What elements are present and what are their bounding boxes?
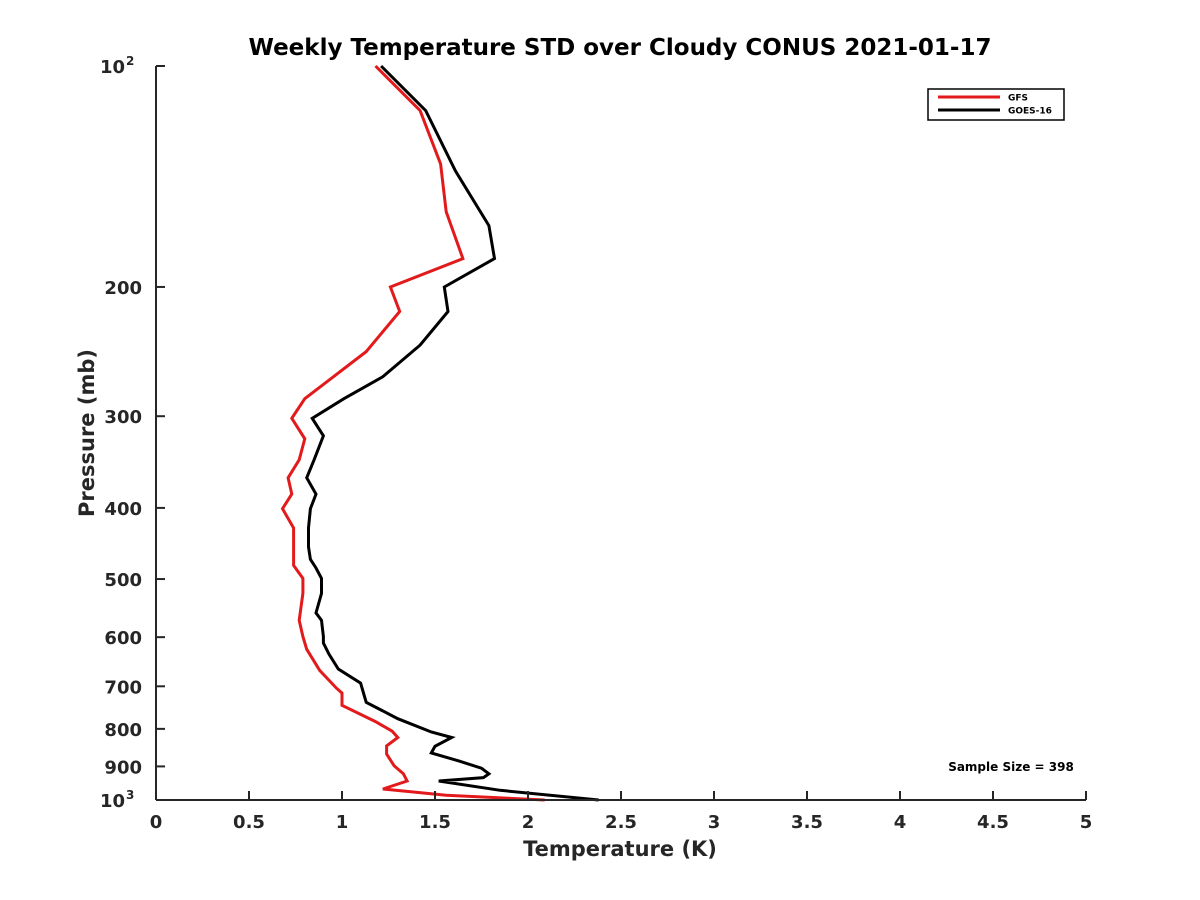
y-tick-label: 400	[104, 499, 142, 520]
x-tick-label: 2	[522, 812, 535, 833]
legend-label-gfs: GFS	[1008, 94, 1028, 104]
x-tick-label: 3.5	[791, 812, 823, 833]
x-tick-label: 3	[708, 812, 721, 833]
x-tick-label: 4	[894, 812, 907, 833]
series-line-gfs	[280, 64, 545, 802]
x-tick-label: 0.5	[233, 812, 265, 833]
y-axis-label: Pressure (mb)	[75, 349, 99, 517]
data-lines	[280, 64, 599, 802]
x-tick-label: 0	[150, 812, 163, 833]
legend-label-goes16: GOES-16	[1008, 107, 1052, 117]
y-tick-label: 200	[104, 278, 142, 299]
y-tick-label: 900	[104, 757, 142, 778]
x-tick-label: 1.5	[419, 812, 451, 833]
x-tick-label: 4.5	[977, 812, 1009, 833]
y-tick-exponent: 2	[126, 54, 134, 68]
y-tick-label: 10	[100, 791, 125, 812]
sample-size-annotation: Sample Size = 398	[948, 760, 1074, 774]
y-tick-label: 600	[104, 628, 142, 649]
series-line-goes16	[305, 64, 599, 802]
x-axis-ticks: 0 0.5 1 1.5 2 2.5 3 3.5 4 4.5 5	[150, 791, 1093, 833]
y-tick-label: 700	[104, 677, 142, 698]
x-tick-label: 5	[1080, 812, 1093, 833]
x-tick-label: 2.5	[605, 812, 637, 833]
y-tick-label: 500	[104, 570, 142, 591]
x-axis-label: Temperature (K)	[523, 837, 717, 861]
y-tick-exponent: 3	[126, 788, 134, 802]
axes	[155, 66, 1086, 801]
y-tick-label: 10	[100, 57, 125, 78]
y-tick-label: 300	[104, 407, 142, 428]
legend-box	[927, 88, 1065, 121]
x-tick-label: 1	[336, 812, 349, 833]
y-tick-label: 800	[104, 720, 142, 741]
legend: GFS GOES-16	[927, 88, 1065, 121]
chart-title: Weekly Temperature STD over Cloudy CONUS…	[249, 35, 992, 61]
